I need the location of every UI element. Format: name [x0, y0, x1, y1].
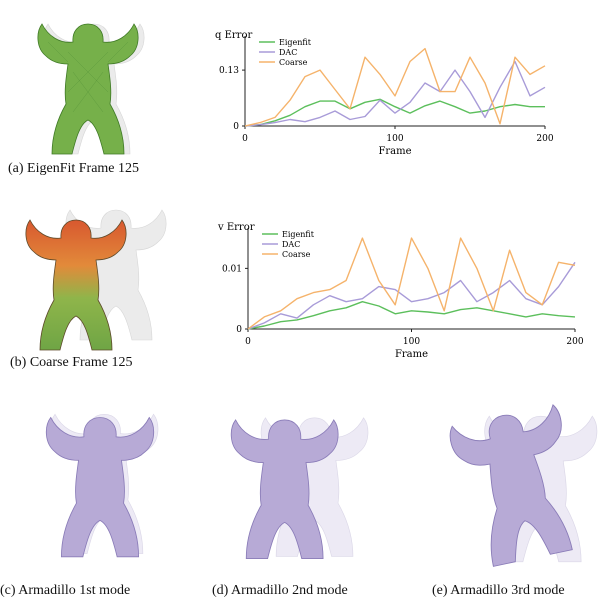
series-line-dac — [244, 60, 546, 127]
legend-label-dac: DAC — [282, 240, 300, 249]
armadillo-mode2-image — [230, 417, 369, 560]
caption-a: (a) EigenFit Frame 125 — [8, 161, 140, 176]
y-axis-label: v Error — [217, 222, 255, 233]
series-line-dac — [247, 261, 576, 330]
series-line-coarse — [247, 237, 576, 330]
y-tick-label: 0.13 — [219, 66, 239, 76]
caption-e: (e) Armadillo 3rd mode — [432, 583, 565, 598]
caption-c: (c) Armadillo 1st mode — [0, 583, 131, 598]
y-tick-label: 0 — [236, 325, 242, 335]
series-line-eigenfit — [244, 98, 545, 127]
x-tick-label: 100 — [386, 134, 403, 144]
y-axis-label: q Error — [215, 30, 252, 41]
caption-d: (d) Armadillo 2nd mode — [212, 583, 348, 598]
x-tick-label: 0 — [245, 337, 251, 347]
legend-label-coarse: Coarse — [282, 250, 311, 259]
x-tick-label: 200 — [536, 134, 553, 144]
series-line-coarse — [244, 47, 546, 127]
armadillo-eigenfit-image — [37, 23, 145, 155]
legend-label-coarse: Coarse — [279, 58, 308, 67]
x-tick-label: 100 — [403, 337, 420, 347]
y-tick-label: 0.01 — [222, 264, 242, 274]
x-tick-label: 200 — [566, 337, 583, 347]
armadillo-coarse-image — [25, 209, 167, 351]
armadillo-mode3-image — [449, 404, 598, 567]
caption-b: (b) Coarse Frame 125 — [10, 355, 133, 370]
series-line-eigenfit — [247, 300, 576, 330]
q-error-chart: q Error Frame 0 100 200 0 0.13 EigenfitDACCoars… — [215, 30, 554, 157]
armadillo-mode1-image — [45, 413, 159, 558]
x-axis-label: Frame — [395, 349, 428, 360]
x-axis-label: Frame — [378, 146, 411, 157]
x-tick-label: 0 — [242, 134, 248, 144]
legend-label-dac: DAC — [279, 48, 297, 57]
v-error-chart: v Error Frame 0 100 200 0 0.01 EigenfitDACCoars… — [217, 222, 584, 360]
legend-label-eigenfit: Eigenfit — [282, 230, 315, 239]
legend-label-eigenfit: Eigenfit — [279, 38, 312, 47]
y-tick-label: 0 — [233, 122, 239, 132]
